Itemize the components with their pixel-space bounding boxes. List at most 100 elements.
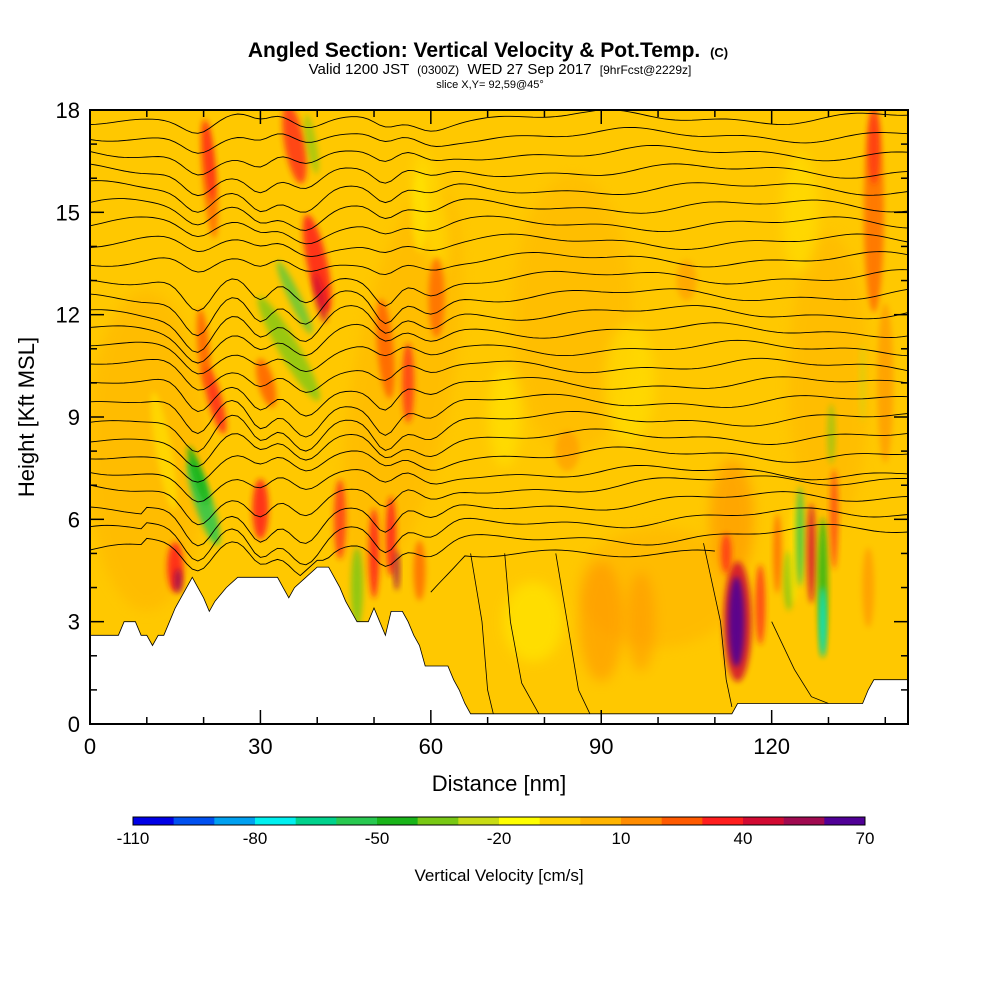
colorbar: -110 -80 -50 -20 10 40 70 — [117, 816, 875, 848]
x-tick-label: 30 — [248, 734, 272, 759]
y-axis: 0 3 6 9 12 15 18 — [56, 98, 908, 737]
colorbar-tick-label: -110 — [117, 829, 150, 848]
velocity-cell — [90, 291, 207, 612]
colorbar-tick-label: 70 — [856, 829, 875, 848]
velocity-cell — [386, 496, 397, 577]
velocity-cell — [413, 540, 426, 601]
velocity-cell — [276, 261, 313, 334]
isentrope — [90, 288, 908, 337]
colorbar-swatch — [621, 817, 662, 825]
colorbar-swatch — [173, 817, 215, 825]
isentrope — [90, 410, 908, 453]
y-tick-label: 12 — [56, 303, 80, 328]
y-tick-label: 0 — [68, 712, 80, 737]
subtitle-valid: Valid 1200 JST — [309, 61, 409, 78]
velocity-cell — [304, 114, 319, 174]
velocity-cell — [555, 431, 580, 472]
slice-label: slice X,Y= 92,59@45° — [436, 79, 544, 91]
velocity-cell — [333, 479, 346, 560]
isentrope — [90, 376, 908, 417]
velocity-cell — [257, 296, 321, 401]
subtitle-forecast: [9hrFcst@2229z] — [600, 63, 692, 77]
colorbar-tick-label: 10 — [612, 829, 631, 848]
plot-area — [90, 110, 908, 724]
colorbar-swatch — [702, 817, 744, 825]
velocity-cell — [302, 214, 332, 313]
isentrope — [90, 475, 908, 526]
velocity-cell — [203, 121, 216, 202]
low-level-contour — [703, 543, 733, 707]
y-tick-label: 9 — [68, 405, 80, 430]
x-axis: 0 30 60 90 120 — [84, 110, 887, 759]
isentrope — [90, 428, 908, 468]
velocity-cell — [773, 513, 782, 594]
colorbar-swatch — [295, 817, 337, 825]
y-axis-title: Height [Kft MSL] — [14, 337, 39, 497]
title-text: Angled Section: Vertical Velocity & Pot.… — [248, 39, 700, 62]
x-tick-label: 120 — [753, 734, 790, 759]
isentrope-lines — [90, 110, 908, 577]
velocity-cell — [867, 110, 880, 185]
velocity-cell — [369, 508, 380, 599]
colorbar-swatch — [580, 817, 622, 825]
isentrope — [90, 305, 908, 353]
isentrope — [90, 126, 908, 154]
isentrope — [90, 339, 908, 375]
velocity-cell — [512, 174, 633, 455]
low-level-contours — [430, 543, 829, 714]
colorbar-swatch — [499, 817, 540, 825]
y-tick-label: 3 — [68, 610, 80, 635]
velocity-cell — [796, 486, 805, 587]
low-level-contour — [470, 553, 494, 714]
velocity-cell — [579, 561, 624, 682]
velocity-cell — [627, 571, 656, 672]
colorbar-swatch — [743, 817, 784, 825]
colorbar-swatch — [661, 817, 703, 825]
low-level-contour — [771, 621, 829, 704]
velocity-field — [90, 110, 894, 682]
colorbar-tick-label: -50 — [365, 829, 390, 848]
x-tick-label: 90 — [589, 734, 613, 759]
velocity-cell — [402, 342, 415, 423]
velocity-cell — [782, 152, 819, 273]
velocity-cell — [187, 446, 209, 504]
colorbar-tick-label: -20 — [487, 829, 512, 848]
velocity-cell — [256, 358, 277, 408]
colorbar-swatch — [377, 817, 418, 825]
velocity-cell — [721, 533, 732, 574]
colorbar-swatch — [539, 817, 581, 825]
velocity-cell — [728, 576, 745, 667]
velocity-cell — [877, 302, 894, 463]
velocity-cell — [411, 172, 428, 253]
boundary-layer-contour — [430, 549, 715, 593]
isentrope — [90, 269, 908, 312]
velocity-cell — [807, 503, 816, 604]
isentrope — [90, 110, 908, 134]
y-tick-label: 6 — [68, 507, 80, 532]
velocity-cell — [150, 392, 177, 511]
isentrope — [90, 393, 908, 438]
isentrope — [90, 523, 908, 577]
isentrope — [90, 491, 908, 547]
isentrope — [90, 215, 908, 245]
terrain — [90, 566, 908, 724]
isentrope — [90, 322, 908, 364]
velocity-cell — [312, 273, 328, 323]
velocity-cell — [788, 232, 869, 533]
isentrope — [90, 357, 908, 393]
velocity-cell — [488, 367, 521, 467]
x-tick-label: 60 — [419, 734, 443, 759]
colorbar-swatch — [214, 817, 256, 825]
y-tick-label: 18 — [56, 98, 80, 123]
velocity-cell — [428, 257, 445, 338]
colorbar-tick-label: -80 — [243, 829, 268, 848]
colorbar-swatch — [824, 817, 866, 825]
velocity-cell — [755, 564, 766, 645]
colorbar-swatch — [336, 817, 378, 825]
velocity-cell — [827, 404, 836, 465]
title-unit: (C) — [710, 45, 728, 60]
velocity-cell — [859, 342, 866, 423]
velocity-cell — [393, 550, 400, 591]
velocity-cell — [862, 547, 875, 628]
